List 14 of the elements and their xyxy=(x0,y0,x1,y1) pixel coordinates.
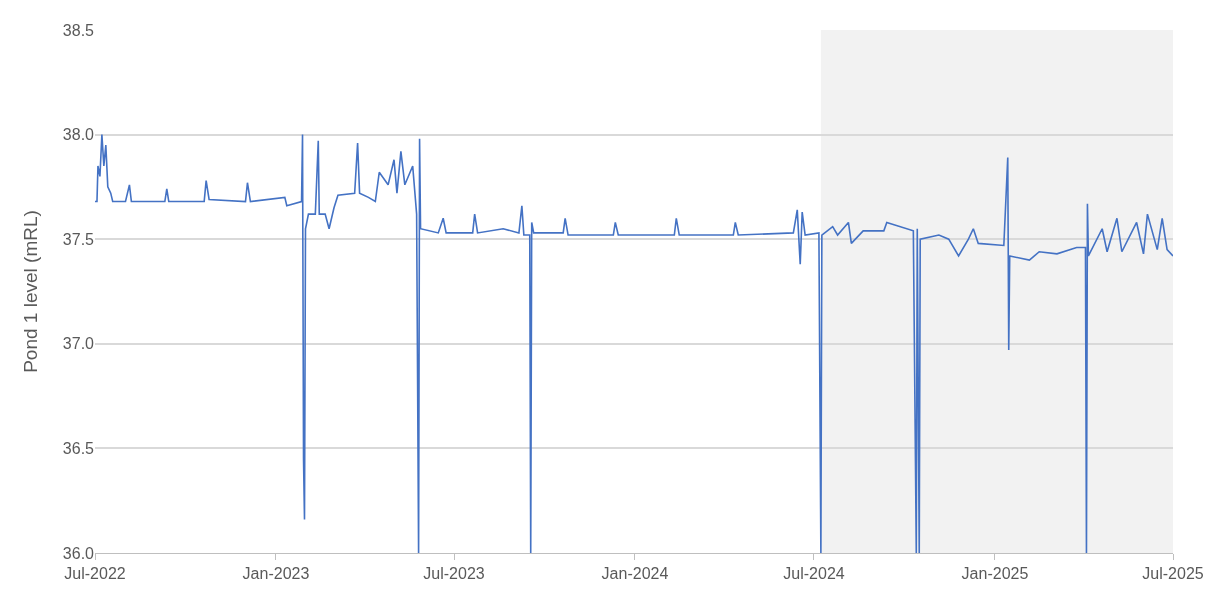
y-tick-label: 38.5 xyxy=(62,21,95,39)
x-tick-label: Jan-2024 xyxy=(601,565,669,583)
x-tick-label: Jan-2023 xyxy=(242,565,310,583)
x-tick-label: Jul-2022 xyxy=(64,565,126,583)
x-tick-label: Jan-2025 xyxy=(961,565,1029,583)
y-tick-label: 38.0 xyxy=(62,126,95,144)
y-tick-label: 37.5 xyxy=(62,230,95,248)
y-axis-title: Pond 1 level (mRL) xyxy=(19,210,41,373)
x-tick-label: Jul-2025 xyxy=(1142,565,1204,583)
y-tick-label: 36.0 xyxy=(62,544,95,562)
y-tick-label: 37.0 xyxy=(62,335,95,353)
x-tick-label: Jul-2024 xyxy=(783,565,845,583)
x-tick-label: Jul-2023 xyxy=(423,565,485,583)
y-tick-label: 36.5 xyxy=(62,440,95,457)
